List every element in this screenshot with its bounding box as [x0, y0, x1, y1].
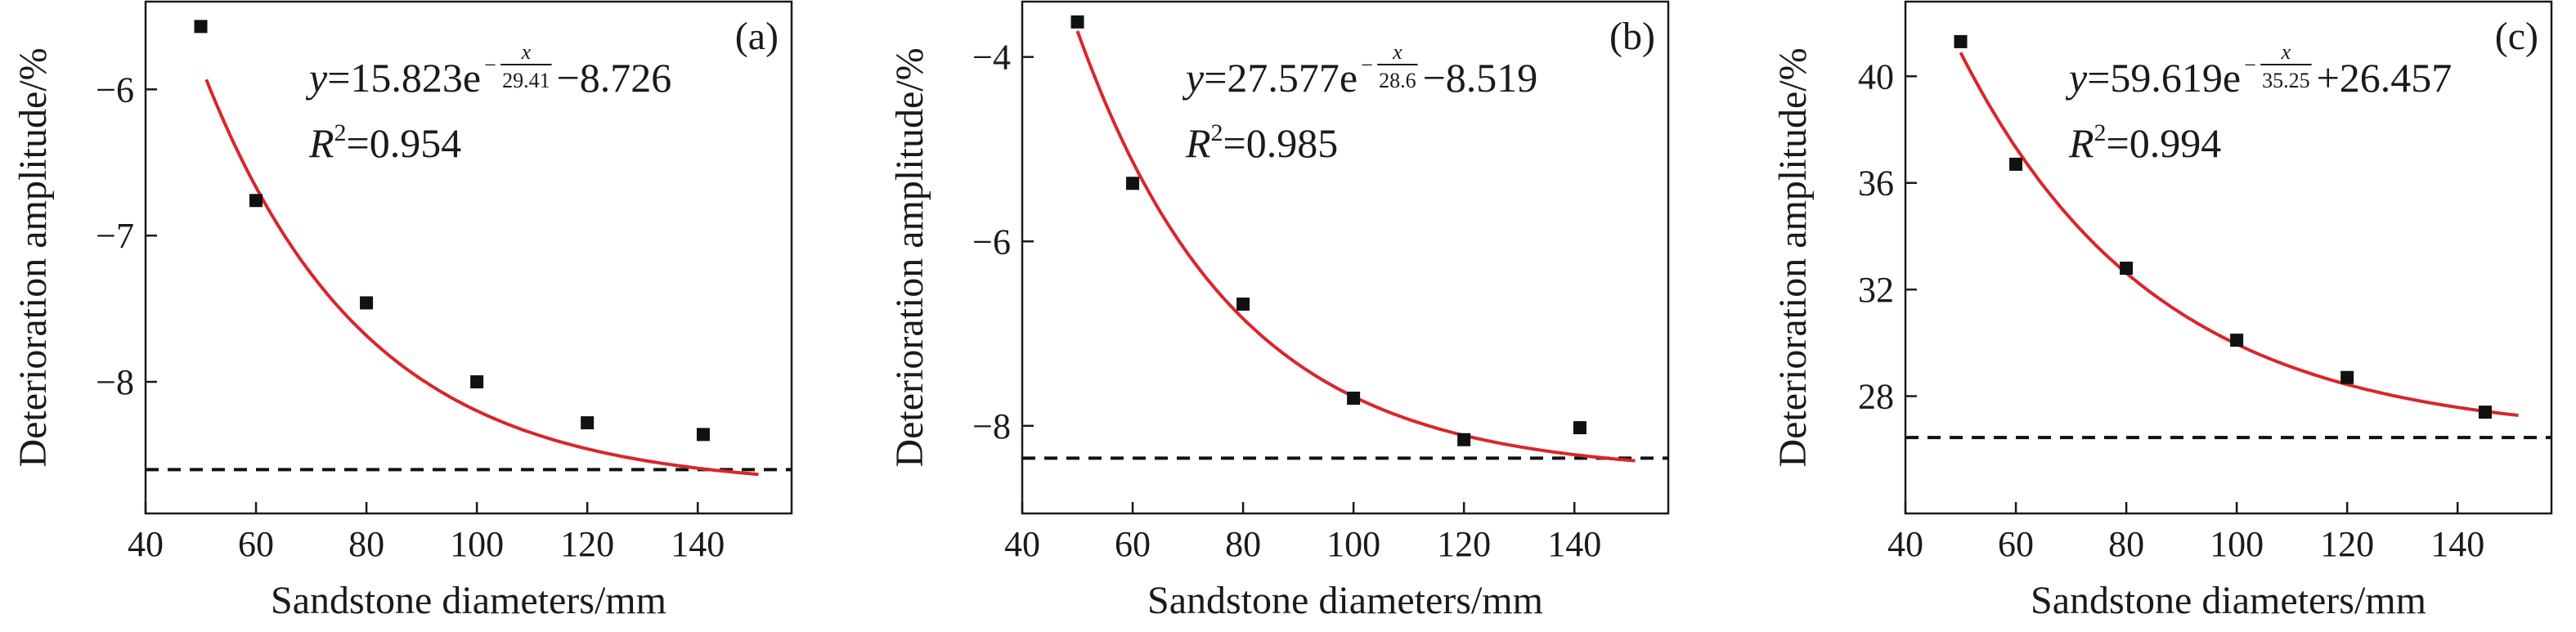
fit-curve — [1959, 52, 2519, 417]
fit-equation: y=15.823e — [305, 55, 481, 101]
x-tick-label: 100 — [450, 524, 504, 564]
equation-y: y — [2065, 55, 2088, 101]
x-tick-label: 140 — [2430, 524, 2484, 564]
r-squared-exponent: 2 — [334, 119, 347, 146]
data-point — [470, 375, 484, 389]
exponent-numerator: x — [521, 40, 532, 64]
r-squared: R2=0.954 — [308, 119, 461, 166]
fit-equation: y=27.577e — [1182, 55, 1358, 101]
plot-frame — [1021, 0, 1670, 515]
y-axis-title: Deterioration amplitude/% — [11, 47, 55, 467]
panel-label: (b) — [1609, 15, 1655, 58]
fit-curve — [204, 78, 759, 477]
data-point — [1126, 177, 1140, 190]
r-squared-exponent: 2 — [1211, 119, 1223, 146]
data-point — [249, 194, 263, 208]
equation-coef: =59.619e — [2087, 55, 2241, 101]
x-tick-label: 120 — [560, 524, 614, 564]
x-tick-label: 60 — [1115, 524, 1151, 564]
panel-a: 40 60 80 100 120 140 −6 −7 −8 Sandstone diameters… — [11, 0, 793, 622]
exponent-numerator: x — [1392, 40, 1402, 64]
panel-c: 40 60 80 100 120 140 28 32 36 40 Sandstone diamete… — [1771, 0, 2553, 622]
data-point — [1954, 34, 1968, 48]
x-tick-label: 40 — [1004, 524, 1040, 564]
data-point — [2478, 406, 2492, 419]
r-squared: R2=0.985 — [1185, 119, 1338, 166]
panel-b: 40 60 80 100 120 140 −4 −6 −8 Sandstone diameters… — [888, 0, 1670, 622]
x-tick-label: 60 — [238, 524, 274, 564]
r-squared-value: =0.994 — [2107, 120, 2222, 166]
x-tick-label: 80 — [2108, 524, 2144, 564]
data-point — [1347, 392, 1361, 406]
y-axis-title: Deterioration amplitude/% — [888, 47, 931, 467]
data-point — [696, 428, 710, 442]
exponent-minus: − — [484, 53, 496, 77]
x-tick-label: 120 — [2320, 524, 2374, 564]
exponent-numerator: x — [2281, 40, 2291, 64]
data-point — [2230, 334, 2244, 347]
fit-equation: y=59.619e — [2065, 55, 2241, 101]
exponent-minus: − — [1361, 53, 1373, 77]
x-tick-label: 40 — [128, 524, 164, 564]
equation-coef: =15.823e — [327, 55, 481, 101]
x-axis-title: Sandstone diameters/mm — [1147, 579, 1543, 622]
y-tick-label: 36 — [1858, 164, 1894, 204]
x-tick-label: 100 — [2210, 524, 2264, 564]
data-point — [2120, 262, 2134, 276]
x-tick-label: 140 — [671, 524, 725, 564]
data-point — [1070, 15, 1084, 29]
data-point — [1457, 433, 1471, 446]
r-squared-symbol: R — [1185, 120, 1211, 166]
y-tick-label: −6 — [96, 69, 134, 110]
equation-constant: +26.457 — [2317, 55, 2453, 101]
data-point — [194, 20, 208, 34]
exponent-minus: − — [2244, 53, 2256, 77]
equation-constant: −8.519 — [1423, 55, 1538, 101]
equation-y: y — [305, 55, 328, 101]
y-tick-label: −4 — [972, 38, 1011, 78]
y-tick-label: −8 — [96, 362, 134, 402]
exponent-denominator: 28.6 — [1379, 69, 1416, 92]
x-tick-label: 120 — [1437, 524, 1491, 564]
y-tick-label: −8 — [972, 406, 1011, 446]
plot-frame — [1904, 0, 2553, 515]
r-squared-symbol: R — [308, 120, 334, 166]
y-tick-label: −6 — [972, 222, 1011, 262]
x-tick-label: 140 — [1547, 524, 1601, 564]
data-point — [2009, 157, 2023, 171]
x-axis-title: Sandstone diameters/mm — [2031, 579, 2426, 622]
data-point — [360, 296, 374, 310]
r-squared: R2=0.994 — [2068, 119, 2221, 166]
plot-frame — [144, 0, 793, 515]
y-tick-label: 32 — [1858, 270, 1894, 310]
x-tick-label: 100 — [1326, 524, 1380, 564]
r-squared-value: =0.954 — [347, 120, 462, 166]
equation-y: y — [1182, 55, 1205, 101]
y-axis-title: Deterioration amplitude/% — [1771, 47, 1815, 467]
data-point — [581, 416, 595, 430]
y-tick-label: −7 — [96, 216, 134, 256]
data-point — [1236, 297, 1250, 311]
x-tick-label: 40 — [1887, 524, 1923, 564]
y-tick-label: 28 — [1858, 377, 1894, 417]
panel-label: (c) — [2495, 15, 2538, 58]
y-tick-label: 40 — [1858, 56, 1894, 96]
x-axis-title: Sandstone diameters/mm — [271, 579, 666, 622]
data-point — [2340, 370, 2354, 384]
data-point — [1573, 421, 1586, 435]
x-tick-label: 80 — [348, 524, 384, 564]
x-tick-label: 60 — [1998, 524, 2034, 564]
equation-constant: −8.726 — [557, 55, 672, 101]
r-squared-value: =0.985 — [1223, 120, 1339, 166]
exponent-denominator: 35.25 — [2262, 69, 2310, 92]
panel-label: (a) — [735, 15, 779, 58]
r-squared-exponent: 2 — [2094, 119, 2107, 146]
exponent-denominator: 29.41 — [502, 69, 550, 92]
r-squared-symbol: R — [2068, 120, 2094, 166]
equation-coef: =27.577e — [1204, 55, 1358, 101]
x-tick-label: 80 — [1225, 524, 1261, 564]
